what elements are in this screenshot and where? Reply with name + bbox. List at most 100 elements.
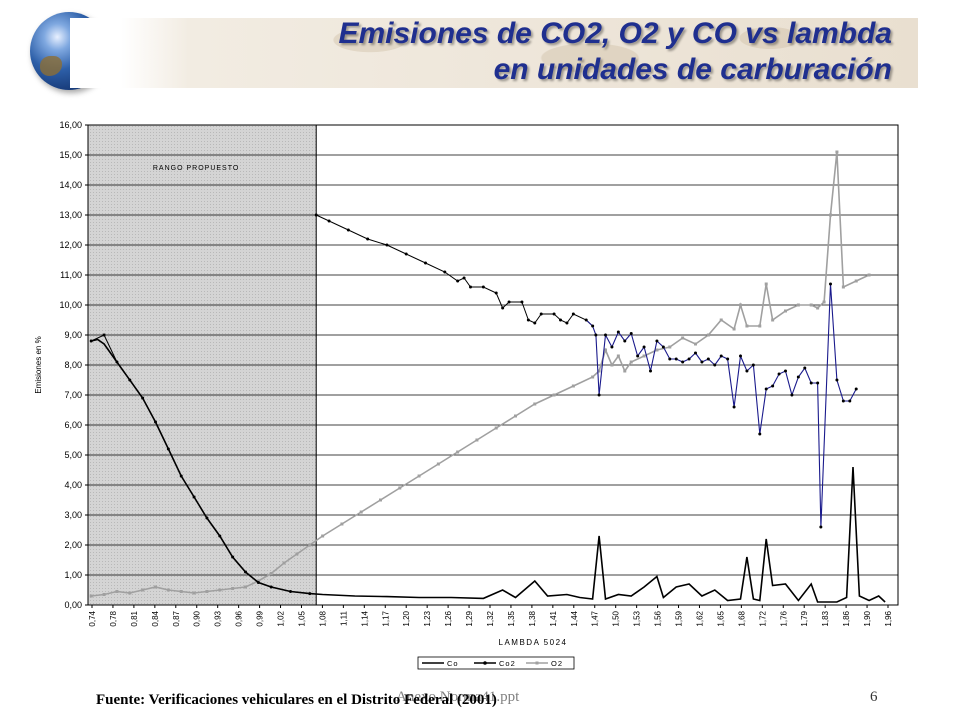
data-point-co2	[713, 363, 717, 367]
data-point-o2	[745, 324, 749, 328]
slide-title-line-2: en unidades de carburación	[493, 53, 892, 86]
data-point-co2	[469, 285, 472, 289]
data-point-co2	[829, 282, 832, 286]
data-point-co2	[616, 330, 620, 334]
data-point-co2	[584, 318, 588, 322]
data-point-co2	[796, 375, 800, 379]
data-point-o2	[719, 318, 723, 322]
x-tick-label: 0,90	[193, 610, 202, 626]
data-point-o2	[571, 384, 575, 388]
x-tick-label: 1,23	[423, 610, 432, 626]
data-point-co2	[462, 276, 466, 280]
legend-label: O2	[551, 659, 563, 668]
data-point-o2	[829, 213, 832, 217]
source-note: Fuente: Verificaciones vehiculares en el…	[96, 692, 497, 708]
data-point-co2	[552, 312, 556, 316]
data-point-o2	[642, 354, 646, 358]
data-point-o2	[89, 594, 93, 598]
data-point-o2	[764, 282, 768, 286]
data-point-o2	[141, 588, 145, 592]
data-point-o2	[706, 333, 710, 337]
data-point-co2	[539, 312, 543, 316]
data-point-co2	[424, 261, 427, 265]
y-tick-label: 10,00	[59, 300, 82, 310]
data-point-o2	[655, 348, 659, 352]
data-point-co2	[694, 351, 697, 355]
data-point-co2	[841, 399, 845, 403]
data-point-co2	[681, 360, 685, 364]
x-tick-label: 1,59	[675, 610, 684, 626]
data-point-o2	[771, 318, 775, 322]
y-tick-label: 3,00	[64, 510, 82, 520]
data-point-co2	[366, 237, 370, 241]
data-point-o2	[218, 588, 222, 592]
x-tick-label: 1,76	[779, 610, 788, 626]
x-tick-label: 1,62	[695, 610, 704, 626]
x-tick-label: 1,65	[716, 610, 725, 626]
series-line-co	[91, 338, 886, 603]
data-point-o2	[854, 279, 858, 283]
data-point-co2	[661, 345, 665, 349]
data-point-o2	[514, 414, 517, 418]
data-point-co2	[771, 384, 775, 388]
x-tick-label: 1,79	[800, 610, 809, 626]
legend-marker	[535, 661, 539, 665]
data-point-o2	[758, 324, 762, 328]
data-point-o2	[205, 590, 209, 593]
file-label: Anexo Norma41.ppt	[396, 689, 520, 705]
y-tick-label: 7,00	[64, 390, 82, 400]
slide-title: Emisiones de CO2, O2 y CO vs lambda en u…	[338, 16, 892, 88]
x-tick-label: 0,84	[151, 610, 160, 626]
data-point-co2	[102, 333, 106, 337]
y-tick-label: 12,00	[59, 240, 82, 250]
data-point-co2	[559, 318, 562, 322]
data-point-o2	[379, 498, 382, 502]
data-point-co2	[758, 432, 762, 436]
x-tick-label: 1,50	[612, 610, 621, 626]
x-tick-label: 1,47	[591, 610, 600, 626]
data-point-co2	[385, 243, 389, 247]
data-point-co2	[739, 354, 742, 358]
data-point-co2	[803, 366, 807, 370]
data-point-co2	[732, 405, 736, 409]
x-tick-label: 1,26	[444, 610, 453, 626]
data-point-o2	[340, 522, 344, 526]
data-point-o2	[244, 585, 247, 589]
proposed-range-label: RANGO PROPUESTO	[153, 165, 239, 172]
y-tick-label: 0,00	[64, 600, 82, 610]
data-point-co2	[533, 321, 537, 325]
data-point-co2	[642, 345, 646, 349]
x-tick-label: 1,83	[821, 610, 830, 626]
data-point-o2	[610, 363, 614, 367]
slide-number: 6	[870, 689, 878, 705]
data-point-o2	[295, 552, 299, 556]
x-tick-label: 1,02	[277, 610, 286, 626]
data-point-o2	[231, 587, 235, 590]
data-point-co2	[655, 339, 659, 343]
data-point-co2	[404, 252, 408, 256]
data-point-co2	[571, 312, 575, 316]
legend-label: Co2	[499, 659, 516, 668]
data-point-co2	[726, 357, 730, 361]
data-point-o2	[154, 585, 157, 589]
data-point-o2	[809, 303, 813, 307]
data-point-o2	[739, 303, 742, 307]
data-point-co2	[526, 318, 530, 322]
data-point-co2	[809, 381, 813, 385]
x-tick-label: 1,68	[737, 610, 746, 626]
data-point-o2	[694, 342, 697, 346]
y-tick-label: 1,00	[64, 570, 82, 580]
data-point-co2	[751, 363, 755, 367]
data-point-o2	[308, 543, 312, 547]
y-tick-label: 11,00	[60, 270, 82, 280]
series-line-o2	[91, 151, 870, 597]
x-tick-label: 1,32	[486, 610, 495, 626]
x-tick-label: 1,41	[549, 610, 558, 626]
x-tick-label: 1,72	[758, 610, 767, 626]
y-tick-label: 8,00	[64, 360, 82, 370]
y-tick-label: 9,00	[64, 330, 82, 340]
data-point-co2	[591, 324, 595, 328]
data-point-co2	[649, 369, 652, 373]
legend-label: Co	[447, 659, 459, 668]
x-tick-label: 1,29	[465, 610, 474, 626]
